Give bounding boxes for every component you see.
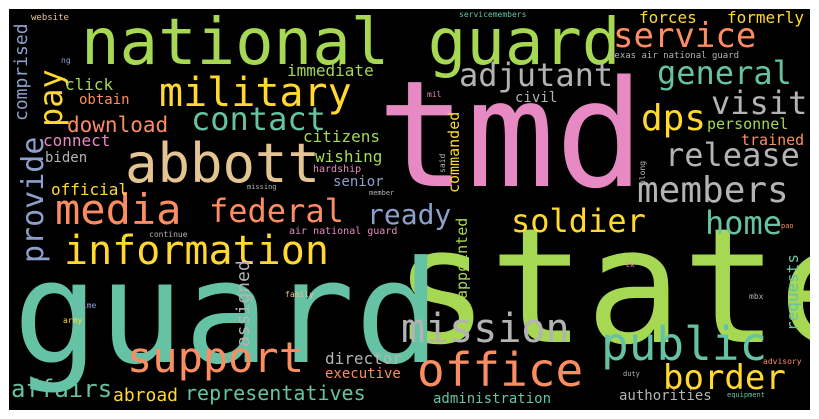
word-civil: civil bbox=[515, 90, 558, 106]
word-member: member bbox=[369, 189, 395, 197]
word-servicemembers: servicemembers bbox=[459, 10, 527, 19]
word-administration: administration bbox=[433, 391, 552, 407]
word-general: general bbox=[657, 54, 792, 92]
word-formerly: formerly bbox=[727, 9, 805, 27]
word-representatives: representatives bbox=[185, 381, 366, 405]
word-military: military bbox=[159, 70, 352, 116]
word-affairs: affairs bbox=[11, 375, 113, 403]
word-air-national-guard: air national guard bbox=[289, 226, 398, 237]
word-media: media bbox=[55, 185, 182, 234]
word-duty: duty bbox=[623, 370, 640, 378]
word-abroad: abroad bbox=[113, 385, 179, 406]
word-tmd: tmd bbox=[377, 49, 645, 221]
word-abbott: abbott bbox=[125, 132, 321, 195]
word-service: service bbox=[613, 16, 757, 56]
word-visit: visit bbox=[711, 84, 808, 122]
word-army: army bbox=[63, 316, 83, 325]
word-mbx: mbx bbox=[749, 292, 764, 301]
word-appointed: appointed bbox=[453, 217, 471, 299]
word-missing: missing bbox=[247, 183, 277, 191]
word-authorities: authorities bbox=[619, 388, 712, 404]
word-hardship: hardship bbox=[313, 164, 362, 175]
word-comprised: comprised bbox=[11, 23, 32, 121]
word-equipment: equipment bbox=[727, 391, 765, 399]
word-border: border bbox=[663, 358, 786, 398]
word-guard: guard bbox=[13, 231, 441, 396]
word-trained: trained bbox=[741, 131, 805, 149]
word-tx: tx bbox=[625, 260, 635, 269]
word-advisory: advisory bbox=[763, 357, 802, 366]
word-texas-air-national-guard: texas air national guard bbox=[609, 51, 740, 61]
word-immediate: immediate bbox=[287, 61, 374, 80]
word-along: along bbox=[638, 160, 647, 185]
word-commanded: commanded bbox=[445, 111, 463, 193]
word-wishing: wishing bbox=[315, 147, 383, 166]
word-click: click bbox=[65, 75, 114, 94]
word-download: download bbox=[67, 113, 169, 137]
word-adjutant: adjutant bbox=[459, 56, 614, 94]
word-family: family bbox=[285, 290, 314, 299]
word-dps: dps bbox=[641, 98, 707, 139]
word-home: home bbox=[705, 204, 783, 242]
word-official: official bbox=[51, 180, 129, 199]
word-state: state bbox=[393, 193, 810, 380]
word-biden: biden bbox=[45, 150, 88, 166]
word-mil: mil bbox=[427, 90, 442, 99]
word-information: information bbox=[64, 228, 329, 274]
word-release: release bbox=[665, 136, 800, 174]
word-members: members bbox=[637, 170, 789, 211]
word-ng: ng bbox=[61, 56, 71, 65]
word-citizens: citizens bbox=[303, 127, 381, 146]
word-soldier: soldier bbox=[511, 202, 646, 240]
word-pao: pao bbox=[781, 222, 794, 230]
word-executive: executive bbox=[325, 366, 401, 382]
word-director: director bbox=[325, 349, 403, 368]
word-federal: federal bbox=[209, 192, 344, 230]
word-ready: ready bbox=[367, 198, 452, 231]
word-assigned: assigned bbox=[233, 260, 254, 347]
word-personnel: personnel bbox=[707, 115, 789, 133]
word-time: time bbox=[77, 301, 97, 310]
word-connect: connect bbox=[43, 131, 111, 150]
word-support: support bbox=[127, 333, 305, 382]
word-cloud: tmd state guard national guard abbott mi… bbox=[9, 9, 810, 410]
word-mission: mission bbox=[401, 306, 570, 352]
word-continue: continue bbox=[149, 230, 188, 239]
word-contact: contact bbox=[191, 100, 326, 138]
word-said: said bbox=[438, 153, 447, 173]
word-senior: senior bbox=[333, 174, 384, 190]
word-website: website bbox=[31, 13, 69, 23]
word-pay: pay bbox=[32, 69, 70, 127]
word-office: office bbox=[417, 343, 584, 397]
word-obtain: obtain bbox=[79, 92, 130, 108]
word-public: public bbox=[601, 317, 768, 371]
word-national-guard: national guard bbox=[81, 9, 621, 80]
word-forces: forces bbox=[639, 9, 697, 27]
word-requests: requests bbox=[783, 253, 802, 331]
